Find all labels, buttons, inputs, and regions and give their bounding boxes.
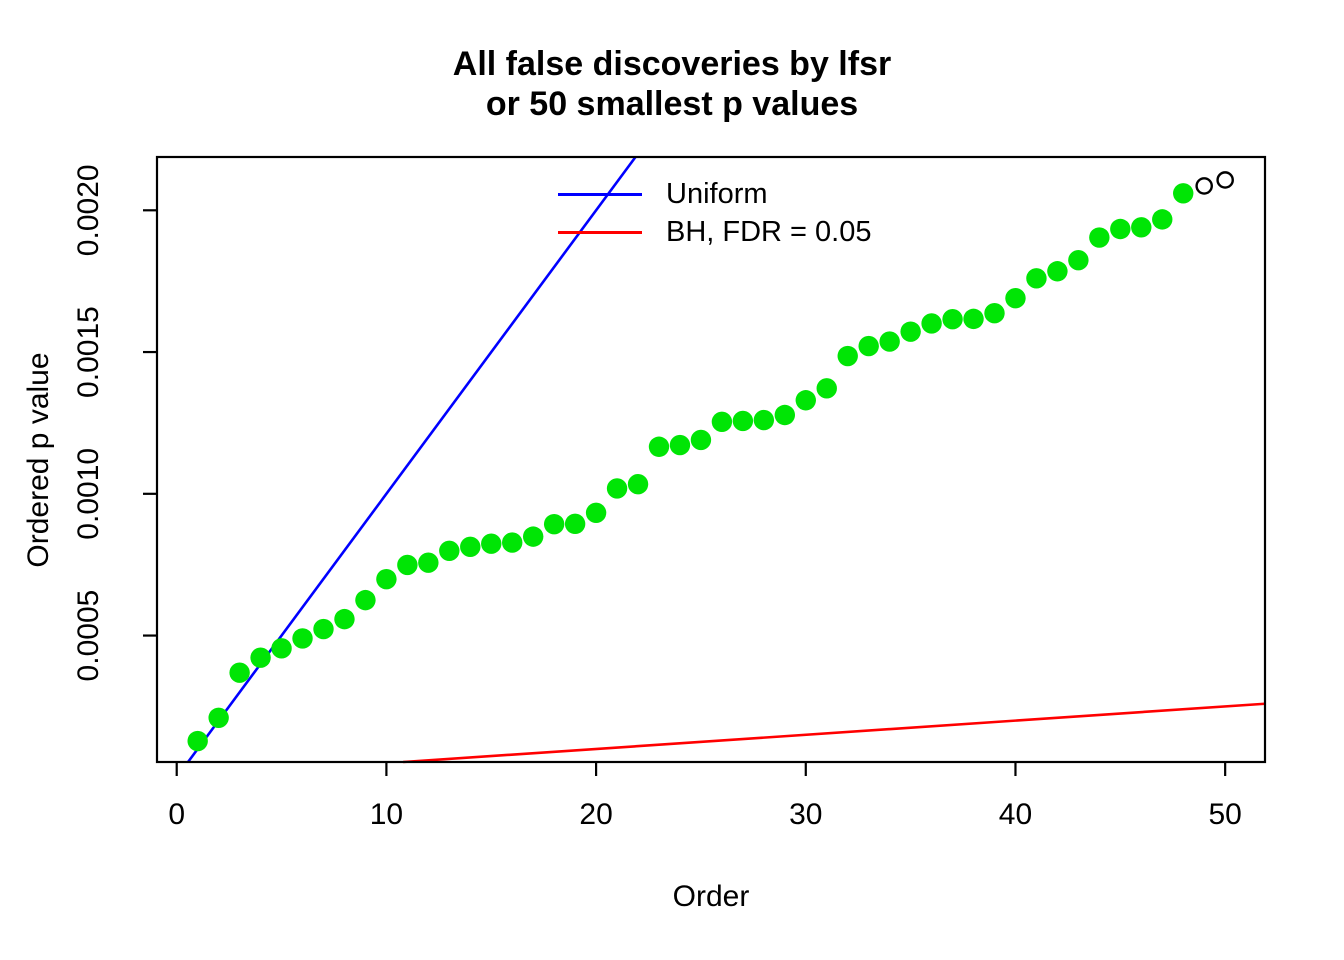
x-tick-label: 20 bbox=[579, 798, 612, 831]
data-point bbox=[669, 434, 691, 456]
data-point bbox=[1110, 218, 1131, 240]
legend-item-uniform: Uniform bbox=[558, 175, 872, 213]
x-tick-label: 10 bbox=[370, 798, 403, 831]
chart-title: All false discoveries by lfsr or 50 smal… bbox=[0, 44, 1344, 124]
chart-title-line1: All false discoveries by lfsr bbox=[452, 45, 892, 83]
data-point-open bbox=[1216, 171, 1234, 189]
data-point-open bbox=[1195, 177, 1213, 195]
legend-label-uniform: Uniform bbox=[666, 178, 768, 210]
x-tick-label: 30 bbox=[789, 798, 822, 831]
data-point bbox=[1026, 268, 1047, 289]
y-tick-label: 0.0005 bbox=[72, 590, 105, 682]
data-point bbox=[1131, 217, 1152, 238]
data-point bbox=[606, 478, 628, 499]
y-tick-label: 0.0015 bbox=[72, 306, 105, 398]
legend-label-bh: BH, FDR = 0.05 bbox=[666, 216, 872, 248]
data-point bbox=[648, 436, 670, 457]
data-point bbox=[250, 647, 271, 668]
data-point bbox=[229, 662, 250, 683]
data-point bbox=[690, 429, 712, 451]
data-point bbox=[585, 502, 607, 523]
data-point bbox=[1089, 227, 1110, 248]
data-point bbox=[774, 404, 796, 426]
chart-title-line2: or 50 smallest p values bbox=[485, 85, 859, 123]
data-point bbox=[1152, 209, 1173, 230]
data-point bbox=[334, 608, 355, 630]
data-point bbox=[1047, 261, 1068, 282]
data-point bbox=[984, 303, 1005, 324]
data-point bbox=[921, 313, 942, 334]
bh-threshold-line bbox=[403, 702, 1266, 764]
data-point bbox=[942, 308, 963, 330]
y-tick-label: 0.0020 bbox=[72, 164, 105, 256]
x-tick-label: 0 bbox=[168, 798, 185, 831]
legend: Uniform BH, FDR = 0.05 bbox=[558, 175, 872, 251]
data-point bbox=[543, 513, 565, 535]
data-point bbox=[732, 410, 754, 432]
data-point bbox=[837, 345, 858, 367]
y-tick-label: 0.0010 bbox=[72, 448, 105, 540]
y-axis-title: Ordered p value bbox=[22, 352, 55, 568]
data-point bbox=[522, 526, 544, 547]
data-point bbox=[795, 390, 816, 411]
data-point bbox=[879, 331, 900, 352]
uniform-line-swatch bbox=[558, 192, 642, 196]
data-point bbox=[1173, 183, 1194, 204]
data-point bbox=[418, 552, 439, 573]
data-point bbox=[292, 628, 313, 649]
data-point bbox=[397, 554, 418, 576]
plot-box bbox=[155, 155, 1267, 764]
data-point bbox=[502, 532, 523, 553]
x-tick-label: 40 bbox=[999, 798, 1032, 831]
data-point bbox=[1068, 249, 1089, 271]
x-tick-label: 50 bbox=[1208, 798, 1241, 831]
data-point bbox=[439, 540, 460, 561]
data-point bbox=[187, 730, 208, 752]
bh-line-swatch bbox=[558, 230, 642, 234]
data-point bbox=[858, 335, 879, 357]
data-point bbox=[753, 409, 775, 431]
x-axis-title: Order bbox=[672, 880, 750, 913]
data-point bbox=[900, 321, 921, 342]
data-point bbox=[208, 707, 229, 728]
data-point bbox=[481, 533, 502, 554]
data-point bbox=[1005, 287, 1026, 309]
data-point bbox=[963, 308, 984, 330]
data-point bbox=[271, 638, 292, 659]
data-point bbox=[313, 618, 334, 640]
legend-item-bh: BH, FDR = 0.05 bbox=[558, 213, 872, 251]
data-point bbox=[816, 378, 837, 399]
data-point bbox=[627, 473, 649, 495]
data-point bbox=[460, 536, 481, 558]
data-point bbox=[711, 411, 733, 432]
data-point bbox=[564, 513, 586, 535]
data-point bbox=[355, 589, 376, 611]
data-point bbox=[376, 568, 397, 590]
